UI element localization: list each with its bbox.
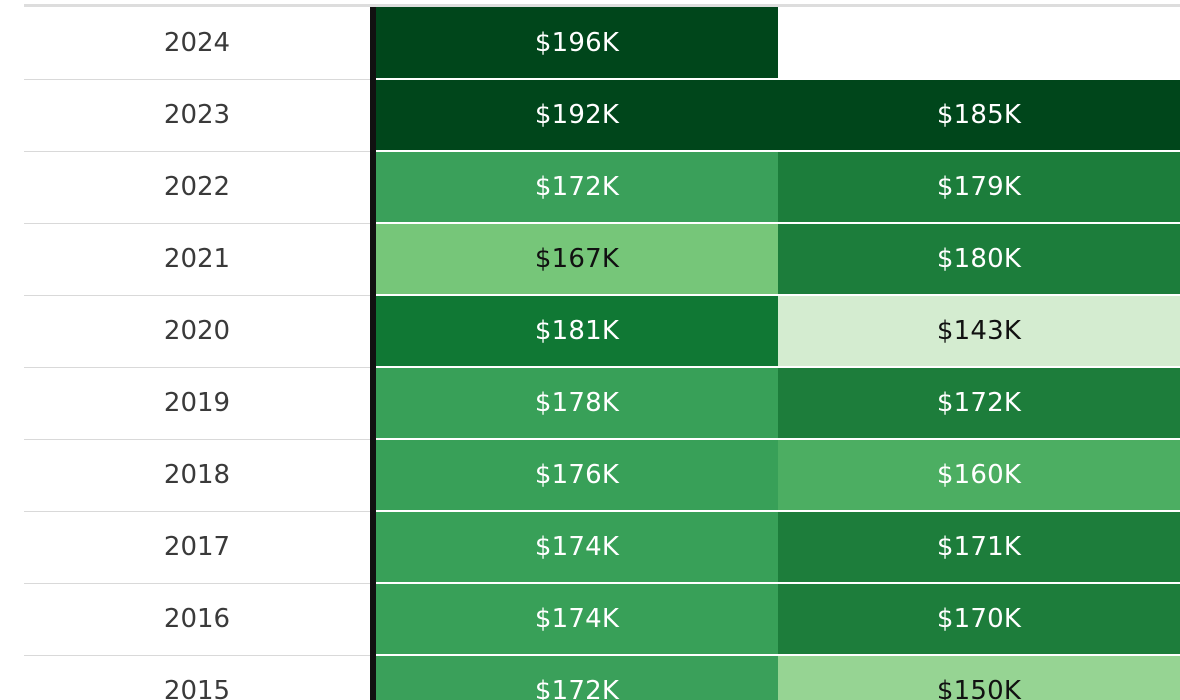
heatmap-row: 2018 $176K $160K <box>24 439 1180 512</box>
heatmap-cell: $170K <box>778 583 1180 656</box>
year-label: 2015 <box>24 655 370 700</box>
heatmap-cell: $192K <box>376 79 778 152</box>
column-divider <box>370 223 376 295</box>
column-divider <box>370 511 376 583</box>
column-divider <box>370 367 376 439</box>
heatmap-cell: $185K <box>778 79 1180 152</box>
heatmap-cell: $167K <box>376 223 778 296</box>
heatmap-row: 2016 $174K $170K <box>24 583 1180 656</box>
heatmap-cell: $172K <box>376 151 778 224</box>
heatmap-row: 2015 $172K $150K <box>24 655 1180 700</box>
year-label: 2023 <box>24 79 370 152</box>
year-label: 2017 <box>24 511 370 584</box>
year-label: 2018 <box>24 439 370 512</box>
heatmap-cell: $176K <box>376 439 778 512</box>
heatmap-cell: $178K <box>376 367 778 440</box>
heatmap-row: 2022 $172K $179K <box>24 151 1180 224</box>
heatmap-row: 2019 $178K $172K <box>24 367 1180 440</box>
heatmap-table: 2024 $196K 2023 $192K $185K 2022 $172K $179K 202… <box>24 7 1180 700</box>
heatmap-cell: $179K <box>778 151 1180 224</box>
heatmap-row: 2023 $192K $185K <box>24 79 1180 152</box>
column-divider <box>370 295 376 367</box>
year-label: 2022 <box>24 151 370 224</box>
heatmap-body: 2024 $196K 2023 $192K $185K 2022 $172K $179K 202… <box>24 7 1180 700</box>
heatmap-row: 2020 $181K $143K <box>24 295 1180 368</box>
column-divider <box>370 583 376 655</box>
heatmap-cell: $196K <box>376 7 778 80</box>
column-divider <box>370 655 376 700</box>
heatmap-cell: $181K <box>376 295 778 368</box>
column-divider <box>370 439 376 511</box>
column-divider <box>370 79 376 151</box>
column-divider <box>370 151 376 223</box>
heatmap-row: 2021 $167K $180K <box>24 223 1180 296</box>
heatmap-row: 2017 $174K $171K <box>24 511 1180 584</box>
year-label: 2024 <box>24 7 370 80</box>
top-rule <box>24 4 1180 7</box>
heatmap-cell: $160K <box>778 439 1180 512</box>
heatmap-cell: $172K <box>376 655 778 700</box>
heatmap-empty-cell <box>778 7 1180 80</box>
heatmap-cell: $180K <box>778 223 1180 296</box>
heatmap-row: 2024 $196K <box>24 7 1180 80</box>
year-label: 2020 <box>24 295 370 368</box>
year-label: 2016 <box>24 583 370 656</box>
column-divider <box>370 7 376 79</box>
heatmap-cell: $174K <box>376 583 778 656</box>
year-label: 2021 <box>24 223 370 296</box>
heatmap-cell: $143K <box>778 295 1180 368</box>
heatmap-cell: $171K <box>778 511 1180 584</box>
heatmap-cell: $174K <box>376 511 778 584</box>
heatmap-cell: $150K <box>778 655 1180 700</box>
year-label: 2019 <box>24 367 370 440</box>
heatmap-cell: $172K <box>778 367 1180 440</box>
